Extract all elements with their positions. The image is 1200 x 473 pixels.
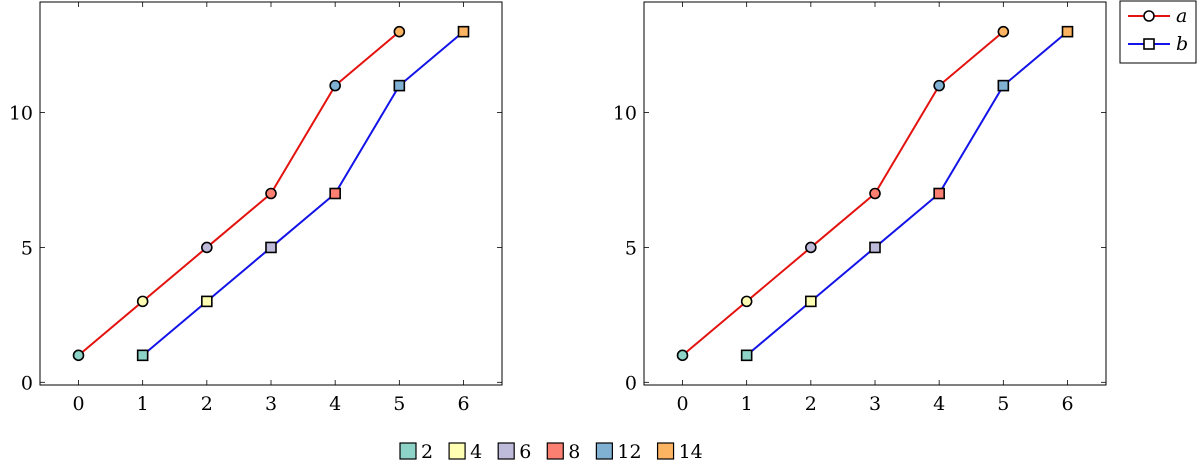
x-tick-label: 5 xyxy=(997,393,1009,415)
x-tick-label: 6 xyxy=(457,393,469,415)
data-point-circle xyxy=(933,79,945,92)
data-point-square xyxy=(997,79,1010,92)
color-legend-label: 6 xyxy=(519,441,531,463)
data-point-circle xyxy=(740,295,753,308)
color-legend-label: 14 xyxy=(679,441,703,463)
legend-marker-square xyxy=(1143,38,1155,50)
y-tick-label: 0 xyxy=(21,372,33,394)
y-tick-label: 5 xyxy=(625,237,637,259)
y-tick-label: 10 xyxy=(613,103,637,125)
y-tick-label: 10 xyxy=(9,103,33,125)
color-legend-swatch xyxy=(497,442,515,460)
data-point-circle xyxy=(805,241,817,254)
color-legend: 2 4 6 8 12 14 xyxy=(399,441,703,463)
data-point-circle xyxy=(136,295,149,308)
data-point-square xyxy=(740,349,753,362)
legend-box xyxy=(1119,0,1197,64)
y-tick-label: 5 xyxy=(21,237,33,259)
data-point-square xyxy=(933,187,945,200)
legend-label: a xyxy=(1176,5,1187,27)
series-legend: ab xyxy=(1119,0,1197,64)
x-tick-label: 1 xyxy=(741,393,753,415)
data-point-circle xyxy=(329,79,341,92)
data-point-square xyxy=(1061,25,1074,38)
legend-marker-circle xyxy=(1143,10,1155,22)
color-legend-swatch xyxy=(656,442,675,460)
data-point-square xyxy=(393,79,406,92)
color-legend-label: 4 xyxy=(470,441,482,463)
x-tick-label: 0 xyxy=(676,393,688,415)
legend-label: b xyxy=(1176,33,1188,55)
series-line-1 xyxy=(142,30,465,357)
data-point-square xyxy=(265,241,277,254)
series-line-b xyxy=(746,30,1069,357)
color-legend-label: 8 xyxy=(568,441,580,463)
x-tick-label: 3 xyxy=(265,393,277,415)
color-legend-swatch xyxy=(595,442,613,460)
data-point-circle xyxy=(869,187,881,200)
x-tick-label: 6 xyxy=(1061,393,1073,415)
data-point-square xyxy=(805,295,817,308)
data-point-circle xyxy=(393,25,406,38)
color-legend-label: 12 xyxy=(617,441,641,463)
x-tick-label: 0 xyxy=(72,393,84,415)
chart-left: 0 1 2 3 4 5 6 0 5 10 xyxy=(9,1,503,415)
data-point-square xyxy=(329,187,341,200)
color-legend-swatch xyxy=(448,442,466,460)
data-point-circle xyxy=(201,241,213,254)
series-line-a xyxy=(681,30,1004,357)
series-line-0 xyxy=(77,30,400,357)
x-tick-label: 3 xyxy=(869,393,881,415)
data-point-square xyxy=(136,349,149,362)
data-point-circle xyxy=(72,349,85,362)
data-point-circle xyxy=(265,187,277,200)
data-point-square xyxy=(201,295,213,308)
color-legend-swatch xyxy=(546,442,564,460)
color-legend-label: 2 xyxy=(421,441,433,463)
data-point-circle xyxy=(997,25,1010,38)
x-tick-label: 5 xyxy=(393,393,405,415)
x-tick-label: 1 xyxy=(137,393,149,415)
data-point-square xyxy=(457,25,470,38)
chart-right: 0 1 2 3 4 5 6 0 5 10 xyxy=(613,1,1107,415)
y-tick-label: 0 xyxy=(625,372,637,394)
data-point-circle xyxy=(676,349,689,362)
color-legend-swatch xyxy=(399,442,417,460)
x-tick-label: 4 xyxy=(329,393,341,415)
data-point-square xyxy=(869,241,881,254)
x-tick-label: 2 xyxy=(201,393,213,415)
x-tick-label: 2 xyxy=(805,393,817,415)
x-tick-label: 4 xyxy=(933,393,945,415)
